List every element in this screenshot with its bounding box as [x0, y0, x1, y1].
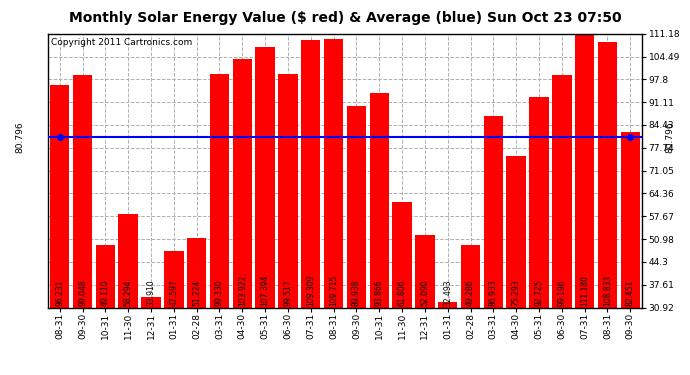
Text: Monthly Solar Energy Value ($ red) & Average (blue) Sun Oct 23 07:50: Monthly Solar Energy Value ($ red) & Ave… [69, 11, 621, 25]
Bar [301, 40, 320, 308]
Bar [187, 238, 206, 308]
Text: 75.293: 75.293 [512, 279, 521, 306]
Bar [324, 39, 344, 308]
Text: 96.231: 96.231 [55, 279, 64, 306]
Text: 32.493: 32.493 [443, 279, 452, 306]
Bar [73, 75, 92, 307]
Text: 49.110: 49.110 [101, 279, 110, 306]
Text: 89.938: 89.938 [352, 279, 361, 306]
Bar [506, 156, 526, 308]
Bar [552, 75, 571, 308]
Text: 52.090: 52.090 [420, 279, 429, 306]
Text: 49.286: 49.286 [466, 279, 475, 306]
Text: 80.796: 80.796 [16, 122, 25, 153]
Bar [598, 42, 617, 308]
Text: 47.597: 47.597 [169, 279, 178, 306]
Bar [96, 246, 115, 308]
Text: 99.048: 99.048 [78, 279, 87, 306]
Text: 58.294: 58.294 [124, 279, 132, 306]
Text: 108.833: 108.833 [603, 274, 612, 306]
Text: 61.806: 61.806 [397, 279, 406, 306]
Text: 92.725: 92.725 [535, 279, 544, 306]
Text: 33.910: 33.910 [146, 279, 155, 306]
Text: 93.866: 93.866 [375, 279, 384, 306]
Bar [346, 106, 366, 307]
Bar [233, 58, 252, 308]
Bar [529, 97, 549, 308]
Bar [575, 34, 594, 308]
Bar [438, 302, 457, 307]
Text: 99.330: 99.330 [215, 279, 224, 306]
Bar [415, 235, 435, 308]
Bar [141, 297, 161, 307]
Bar [461, 245, 480, 308]
Bar [255, 46, 275, 308]
Text: Copyright 2011 Cartronics.com: Copyright 2011 Cartronics.com [51, 38, 193, 47]
Text: 99.517: 99.517 [284, 279, 293, 306]
Text: 82.451: 82.451 [626, 279, 635, 306]
Bar [278, 74, 297, 308]
Text: 107.394: 107.394 [261, 274, 270, 306]
Bar [164, 251, 184, 308]
Text: 111.180: 111.180 [580, 275, 589, 306]
Bar [370, 93, 389, 308]
Text: 103.922: 103.922 [238, 274, 247, 306]
Text: 86.933: 86.933 [489, 279, 498, 306]
Text: 99.196: 99.196 [558, 279, 566, 306]
Bar [620, 132, 640, 308]
Bar [210, 74, 229, 307]
Bar [50, 85, 70, 308]
Text: 51.224: 51.224 [192, 279, 201, 306]
Text: 80.796: 80.796 [665, 122, 674, 153]
Bar [484, 117, 503, 308]
Text: 109.309: 109.309 [306, 274, 315, 306]
Bar [393, 202, 412, 308]
Bar [119, 214, 138, 308]
Text: 109.715: 109.715 [329, 274, 338, 306]
